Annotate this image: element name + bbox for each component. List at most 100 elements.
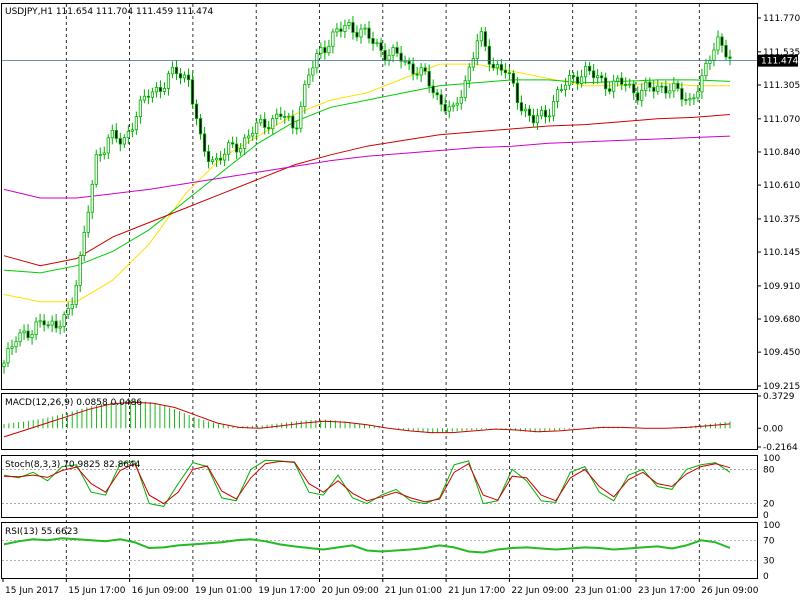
candle-body [391,47,395,56]
candle-body [162,88,167,92]
candle-body [355,32,359,38]
candle-body [467,66,471,82]
price-tick-label: 111.535 [763,48,800,58]
candle-body [279,113,283,117]
candle-body [395,47,399,54]
candle-body [335,28,339,33]
candle-body [122,137,126,145]
price-tick-label: 109.215 [763,382,800,392]
candle-body [343,24,347,32]
candle-body [644,81,648,91]
candle-body [575,76,580,84]
price-panel [1,3,758,390]
candle-body [150,91,155,98]
candle-body [214,157,219,161]
price-tick-label: 110.145 [763,248,800,258]
time-tick-label: 23 Jun 01:00 [575,586,632,596]
time-tick-label: 21 Jun 01:00 [385,586,442,596]
candle-body [712,49,716,61]
candle-body [359,28,363,38]
candle-body [511,73,516,84]
symbol-header: USDJPY,H1 111.654 111.704 111.459 111.47… [5,7,214,17]
rsi-title: RSI(13) 55.6623 [5,527,78,537]
rsi-line [3,537,731,554]
candle-body [708,59,712,64]
candle-body [247,135,251,139]
candle-body [130,129,134,132]
candle-body [118,138,122,145]
candle-body [86,211,90,233]
candle-body [383,50,387,61]
stoch-tick-label: 100 [763,454,780,464]
candle-body [507,72,511,75]
candle-body [435,92,439,96]
candle-body [648,81,652,88]
macd-tick-label: 0.00 [763,424,783,434]
candle-body [415,73,419,76]
candle-body [198,118,203,135]
candle-body [94,154,98,185]
candle-body [2,362,6,367]
candle-body [688,98,692,101]
candle-body [106,137,110,154]
candle-body [319,47,323,54]
candle-body [543,109,548,118]
candle-body [503,69,507,74]
rsi-tick-label: 70 [763,536,775,546]
candle-body [331,31,335,47]
rsi-tick-label: 100 [763,521,780,531]
stoch-signal-line [3,460,731,505]
candle-body [716,36,720,51]
stoch-layer [2,459,757,507]
candle-body [6,347,10,364]
x-axis-labels: 15 Jun 2017 15 Jun 17:00 16 Jun 09:00 19 Ju… [2,578,759,596]
candle-body [166,73,171,89]
candle-body [459,96,463,104]
candle-body [439,94,443,105]
stoch-main-line [3,459,731,507]
candle-body [186,74,191,81]
candle-body [704,63,708,77]
macd-signal-line [3,401,731,438]
rsi-layer [2,537,757,562]
candle-body [672,82,676,92]
candle-body [588,65,592,72]
candle-body [608,88,612,92]
candle-body [379,42,383,51]
candle-body [652,87,656,92]
price-tick-label: 111.770 [763,14,800,24]
candle-body [50,320,54,326]
candle-body [146,95,150,98]
macd-tick-label: 0.3729 [763,392,795,402]
candle-body [267,127,271,130]
candle-body [287,115,291,118]
candle-body [431,85,435,94]
time-tick-label: 21 Jun 17:00 [448,586,505,596]
candle-body [728,56,732,59]
price-tick-label: 110.840 [763,148,800,158]
candle-body [271,118,275,130]
candle-body [463,80,467,98]
candle-body [684,99,688,101]
candle-body [210,159,215,162]
candle-body [235,143,239,153]
ma-line-1 [3,63,730,303]
time-tick-label: 15 Jun 17:00 [68,586,125,596]
candle-body [22,330,26,334]
candle-body [367,27,371,39]
candle-body [495,64,499,69]
candle-body [58,325,62,329]
macd-title: MACD(12,26,9) 0.0858 0.0486 [5,398,142,408]
candle-body [154,86,159,93]
candle-body [475,40,479,60]
candle-body [74,284,78,305]
candle-body [98,154,102,156]
macd-tick-label: -0.2164 [763,443,798,453]
candle-body [363,27,367,30]
candle-body [447,106,451,112]
time-tick-label: 16 Jun 09:00 [132,586,189,596]
candle-body [539,109,544,117]
price-tick-label: 109.680 [763,315,800,325]
stoch-title: Stoch(8,3,3) 70.9825 82.8644 [5,460,141,470]
candle-body [218,157,223,161]
